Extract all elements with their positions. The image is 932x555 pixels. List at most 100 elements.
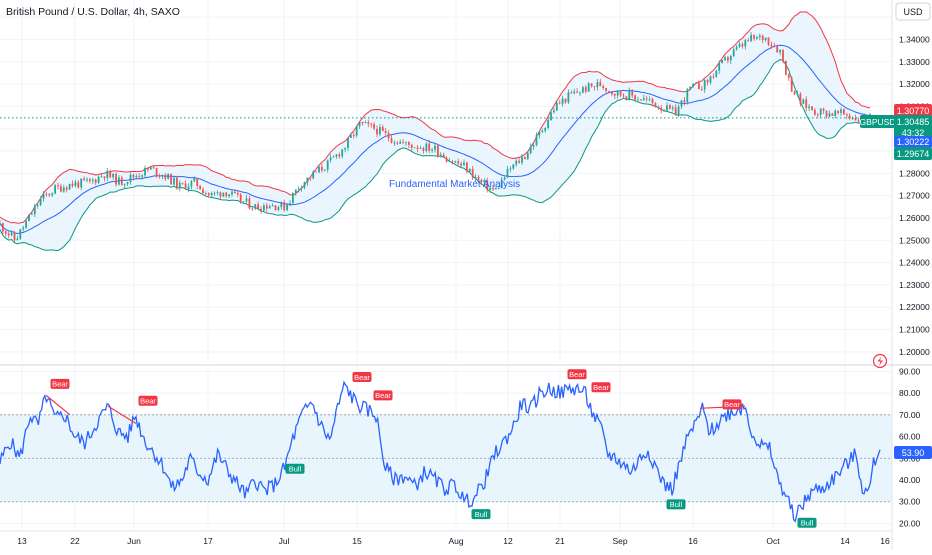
candle [196,177,199,190]
bull-signal[interactable]: Bull [666,499,686,510]
candle [222,192,225,197]
candle [205,191,207,196]
candle [202,187,204,194]
candle [654,102,657,108]
time-tick-label: Oct [766,536,780,546]
candle [161,174,164,180]
bear-signal[interactable]: Bear [373,390,393,401]
candle [86,177,88,183]
bear-signal-label: Bear [569,370,585,379]
candle [315,171,317,173]
time-tick-label: 15 [352,536,362,546]
rsi-tick-label: 30.00 [899,497,921,507]
candle [19,228,22,240]
candle [735,44,738,51]
bear-signal[interactable]: Bear [138,395,158,406]
time-axis[interactable]: 13 22 Jun 17 Jul 15 Aug 12 21 Sep 16 Oct 14 16 [17,536,890,546]
candle [558,99,561,105]
candle [460,161,462,168]
bear-signal[interactable]: Bear [352,372,372,383]
candle [738,41,741,48]
fundamental-annotation[interactable]: Fundamental Market Analysis [389,179,520,190]
symbol-badge[interactable] [860,115,895,128]
candle [16,235,19,241]
bull-signal[interactable]: Bull [797,517,817,528]
candle [466,161,468,174]
candle [361,121,364,126]
candle [718,60,721,74]
candle [448,157,451,163]
candle [634,94,636,101]
candle [727,55,729,64]
candle [68,183,71,190]
candle [590,83,593,88]
candle [582,85,584,94]
candle [756,35,758,40]
candle [326,159,329,173]
candle [306,177,309,186]
currency-button[interactable]: USD [895,2,931,21]
candle [118,175,120,186]
candle [442,152,445,159]
candle [753,34,755,41]
candle [640,98,642,101]
candle [564,98,567,104]
bear-signal[interactable]: Bear [50,378,70,389]
candle [144,165,146,179]
candle [60,183,62,193]
alert-icon[interactable] [872,353,888,369]
candle [416,145,419,153]
candle [376,125,378,138]
candle [526,151,529,161]
candle [518,157,520,164]
candle [268,204,271,209]
time-tick-label: 12 [503,536,513,546]
candle [280,201,283,210]
time-tick-label: 21 [555,536,565,546]
bull-signal[interactable]: Bull [471,509,491,520]
bear-signal[interactable]: Bear [722,399,742,410]
rsi-signals: Bear Bear Bear Bear Bear Bear Bear Bull Bull Bull… [50,369,817,528]
candle [663,108,665,112]
candle [100,173,103,178]
candle [787,73,790,82]
candle [790,76,793,92]
candle [129,172,132,185]
rsi-tick-label: 70.00 [899,410,921,420]
candle [492,184,494,191]
bear-signal-label: Bear [52,380,68,389]
candle [155,167,158,178]
candle [785,60,787,76]
divergence-line [45,394,71,416]
candle [822,107,825,114]
candle [613,93,616,99]
rsi-tick-label: 60.00 [899,432,921,442]
time-tick-label: 22 [70,536,80,546]
candle [431,147,433,153]
candle [387,130,390,142]
price-tick-label: 1.28000 [899,168,930,178]
candle [816,112,819,118]
candle [593,86,596,91]
rsi-current-value: 53.90 [902,448,925,458]
candle [721,59,723,64]
bear-signal[interactable]: Bear [591,382,611,393]
candle [660,104,663,114]
candle [335,153,338,159]
candle [674,104,677,116]
candle [439,152,442,158]
rsi-line [0,380,881,523]
bear-signal-label: Bear [354,373,370,382]
price-tick-label: 1.23000 [899,280,930,290]
candle [587,81,590,92]
candle [544,127,547,133]
bull-signal[interactable]: Bull [285,463,305,474]
candle [500,176,503,189]
bear-signal[interactable]: Bear [567,369,587,380]
rsi-panel [0,380,892,523]
candle [80,178,83,191]
candle [344,147,346,153]
candle [619,90,622,98]
candle [54,183,56,195]
candle [297,186,300,193]
